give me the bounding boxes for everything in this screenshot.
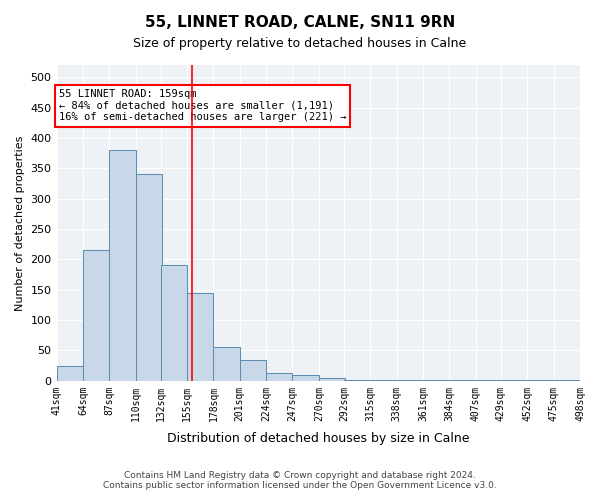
Bar (554, 380, 580, 381)
Bar (449, 380, 476, 381)
Bar (292, 374, 319, 381)
Bar (187, 292, 214, 381)
Text: Size of property relative to detached houses in Calne: Size of property relative to detached ho… (133, 38, 467, 51)
Bar (266, 374, 292, 381)
Text: 55, LINNET ROAD, CALNE, SN11 9RN: 55, LINNET ROAD, CALNE, SN11 9RN (145, 15, 455, 30)
Bar (319, 378, 345, 381)
Bar (370, 380, 397, 381)
Bar (423, 380, 449, 381)
Bar (501, 380, 527, 381)
Text: 55 LINNET ROAD: 159sqm
← 84% of detached houses are smaller (1,191)
16% of semi-: 55 LINNET ROAD: 159sqm ← 84% of detached… (59, 90, 346, 122)
Bar (161, 266, 187, 381)
Bar (397, 380, 423, 381)
Bar (109, 150, 136, 381)
Bar (476, 380, 502, 381)
Y-axis label: Number of detached properties: Number of detached properties (15, 135, 25, 310)
Bar (527, 380, 554, 381)
X-axis label: Distribution of detached houses by size in Calne: Distribution of detached houses by size … (167, 432, 470, 445)
Text: Contains HM Land Registry data © Crown copyright and database right 2024.
Contai: Contains HM Land Registry data © Crown c… (103, 470, 497, 490)
Bar (136, 174, 162, 381)
Bar (83, 250, 109, 381)
Bar (240, 360, 266, 381)
Bar (56, 366, 83, 381)
Bar (344, 380, 370, 381)
Bar (214, 348, 240, 381)
